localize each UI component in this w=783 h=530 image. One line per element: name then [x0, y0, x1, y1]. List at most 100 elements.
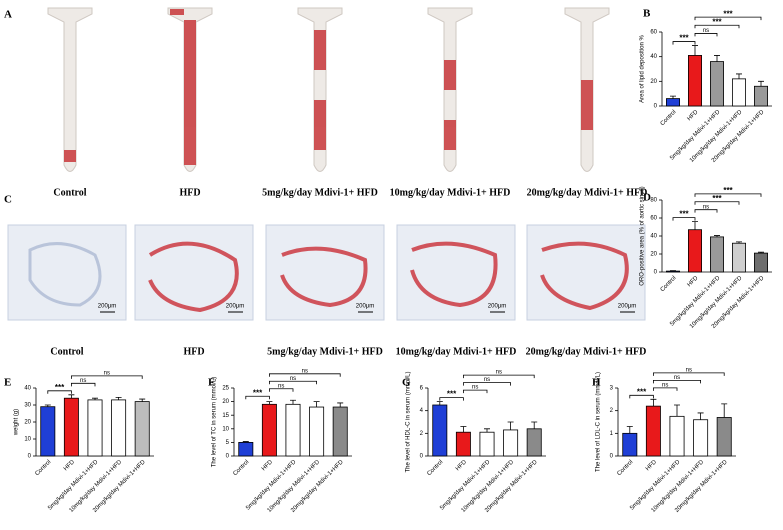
significance-bracket: [269, 388, 294, 392]
bar: [40, 406, 56, 457]
y-tick-label: 40: [650, 54, 657, 60]
significance-label: ns: [484, 377, 490, 383]
scale-label: 200μm: [98, 304, 116, 310]
panel-letter: A: [4, 9, 12, 21]
bar: [645, 405, 661, 457]
error-bar: [736, 241, 742, 244]
significance-label: ***: [712, 194, 722, 203]
error-bar: [714, 235, 720, 237]
y-tick-label: 0: [654, 104, 658, 110]
bar: [732, 78, 747, 107]
bar: [693, 419, 709, 457]
significance-bracket: [71, 375, 143, 379]
y-tick-label: 40: [24, 386, 31, 392]
significance-bracket: [653, 379, 701, 384]
bar: [688, 55, 703, 107]
bar: [238, 441, 254, 457]
significance-bracket: [672, 41, 696, 45]
panel-caption: 20mg/kg/day Mdivi-1+ HFD: [526, 346, 647, 357]
significance-bracket: [694, 209, 718, 213]
x-tick-label: Control: [660, 109, 678, 127]
significance-label: ***: [637, 387, 647, 396]
y-tick-label: 20: [650, 252, 657, 258]
y-tick-label: 80: [650, 198, 657, 204]
panel-caption: Control: [53, 187, 86, 198]
bar: [710, 61, 725, 107]
chart-letter: B: [643, 8, 651, 20]
x-tick-label: Control: [232, 459, 250, 477]
bar: [716, 417, 732, 457]
bar: [666, 270, 681, 273]
y-tick-label: 1: [610, 431, 614, 437]
y-tick-label: 0: [226, 454, 230, 460]
error-bar: [736, 73, 742, 79]
x-tick-label: Control: [34, 459, 52, 477]
significance-label: ns: [674, 375, 680, 381]
significance-label: ***: [55, 383, 65, 392]
x-tick-label: 20mg/kg/day Mdivi-1+HFD: [484, 459, 539, 514]
significance-bracket: [629, 394, 654, 399]
y-tick-label: 10: [24, 437, 31, 443]
x-tick-label: Control: [660, 275, 678, 293]
significance-bracket: [694, 33, 718, 37]
significance-label: ***: [447, 390, 457, 399]
y-tick-label: 0: [610, 454, 614, 460]
significance-label: ns: [703, 28, 709, 34]
significance-bracket: [694, 16, 762, 21]
significance-bracket: [47, 390, 72, 394]
x-tick-label: HFD: [63, 459, 76, 472]
bar: [111, 399, 127, 457]
y-tick-label: 20: [650, 79, 657, 85]
x-tick-label: Control: [426, 459, 444, 477]
error-bar: [674, 404, 680, 417]
y-tick-label: 25: [222, 386, 229, 392]
scale-label: 200μm: [226, 304, 244, 310]
significance-label: ns: [703, 204, 709, 210]
y-tick-label: 15: [222, 413, 229, 419]
bar: [666, 98, 681, 107]
error-bar: [626, 426, 633, 434]
significance-bracket: [463, 374, 535, 379]
x-tick-label: HFD: [261, 459, 274, 472]
scale-label: 200μm: [618, 304, 636, 310]
bar: [134, 401, 150, 457]
significance-bracket: [71, 382, 96, 387]
bar: [309, 406, 325, 457]
significance-label: ns: [80, 378, 86, 384]
chart-letter: D: [643, 192, 651, 204]
x-tick-label: 20mg/kg/day Mdivi-1+HFD: [290, 459, 345, 514]
significance-bracket: [269, 373, 341, 377]
panel-caption: 10mg/kg/day Mdivi-1+ HFD: [396, 346, 517, 357]
significance-bracket: [439, 397, 464, 401]
error-bar: [692, 45, 698, 56]
panel-caption: Control: [50, 346, 83, 357]
significance-bracket: [463, 389, 488, 394]
y-tick-label: 0: [420, 454, 424, 460]
error-bar: [721, 403, 728, 418]
significance-label: ns: [472, 385, 478, 391]
error-bar: [290, 399, 296, 405]
y-axis-label: The level of TC in serum (mmol/L): [212, 377, 218, 468]
chart-letter: E: [4, 377, 11, 389]
x-tick-label: 20mg/kg/day Mdivi-1+HFD: [674, 459, 729, 514]
significance-bracket: [694, 24, 740, 29]
error-bar: [484, 428, 490, 433]
y-axis-label: Area of lipid deposition %: [640, 34, 646, 102]
y-axis-label: The level of LDL-C in serum (mmol/L): [596, 372, 602, 472]
error-bar: [436, 401, 443, 405]
y-tick-label: 30: [24, 403, 31, 409]
bar: [261, 403, 277, 457]
significance-label: ns: [686, 367, 692, 373]
y-tick-label: 40: [650, 234, 657, 240]
y-tick-label: 4: [420, 408, 424, 414]
panel-caption: 5mg/kg/day Mdivi-1+ HFD: [262, 187, 378, 198]
x-tick-label: HFD: [455, 459, 468, 472]
bar: [455, 431, 471, 457]
error-bar: [758, 251, 764, 254]
significance-bracket: [245, 395, 270, 400]
y-axis-label: The level of HDL-C in serum (mmol/L): [406, 371, 412, 472]
y-tick-label: 2: [420, 431, 424, 437]
significance-label: ns: [104, 370, 110, 376]
y-tick-label: 20: [24, 420, 31, 426]
bar: [285, 403, 301, 457]
